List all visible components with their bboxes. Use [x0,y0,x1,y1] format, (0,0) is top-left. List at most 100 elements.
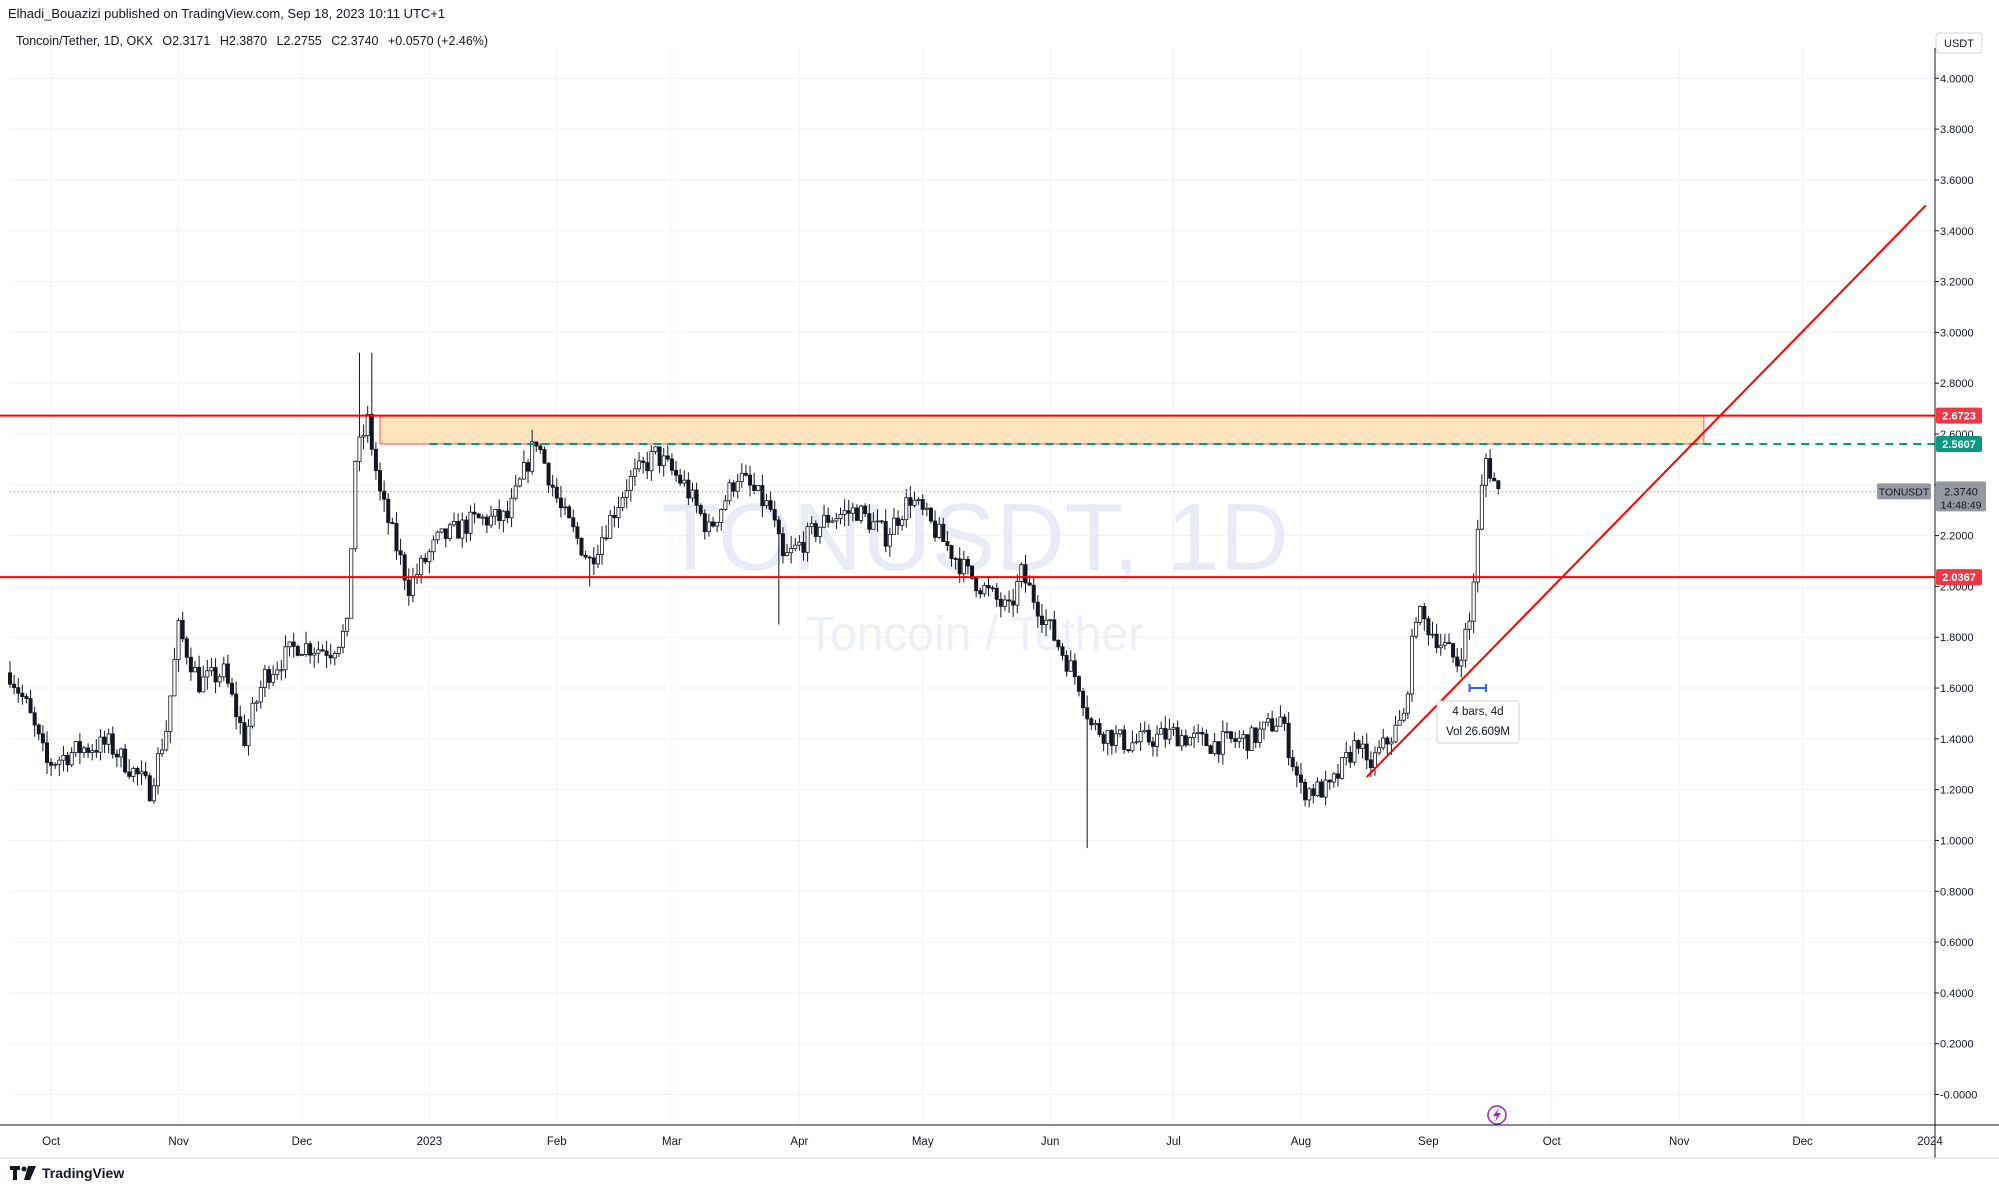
candle-body [12,683,17,689]
candle-body [628,475,633,491]
candle-body [776,519,781,535]
candle-body [1155,733,1160,747]
candle-body [928,507,933,522]
candle-body [365,414,370,436]
candle-body [785,552,790,557]
candle-body [394,522,399,552]
candle-body [752,484,757,491]
candle-body [608,515,613,539]
currency-button[interactable]: USDT [1935,32,1983,54]
candle-body [1208,745,1213,754]
candle-body [1237,737,1242,742]
candle-body [53,763,58,766]
candle-body [1233,738,1238,742]
candle-body [176,620,181,660]
lightning-icon[interactable] [1487,1105,1507,1125]
candle-body [1360,743,1365,749]
candle-body [36,724,41,735]
candle-body [275,669,280,675]
supply-zone[interactable] [379,415,1705,445]
y-tick-label: 0.4000 [1940,988,1974,1000]
candle-body [1031,584,1036,603]
candle-body [1451,643,1456,658]
candle-body [476,513,481,519]
candle-body [131,767,136,777]
candle-body [184,638,189,658]
candle-body [1159,728,1164,735]
candle-body [1150,741,1155,747]
supply-zone-rect [379,415,1705,445]
candle-body [151,785,156,802]
candle-body [1118,729,1123,735]
candle-body [1459,659,1464,667]
candle-body [201,676,206,693]
candle-body [114,753,119,758]
candle-body [1204,733,1209,747]
candle-body [1311,788,1316,796]
candle-body [1442,642,1447,646]
candle-body [225,663,230,684]
symbol-name: Toncoin/Tether, 1D, OKX [16,34,153,48]
candle-body [883,521,888,547]
candle-body [530,441,535,472]
candle-body [1418,606,1423,623]
symbol-legend[interactable]: Toncoin/Tether, 1D, OKX O2.3171 H2.3870 … [16,34,494,48]
candle-body [1372,752,1377,768]
candle-body [341,630,346,648]
candle-body [620,497,625,508]
horizontal-levels[interactable] [0,414,1935,579]
candle-body [1488,458,1493,479]
candle-body [764,500,769,507]
candle-body [90,750,95,753]
measure-tool[interactable]: 4 bars, 4d Vol 26.609M [1436,684,1520,744]
candle-body [1455,656,1460,667]
candle-body [1076,676,1081,692]
candle-body [1249,727,1254,751]
candle-body [1274,725,1279,732]
candle-body [1241,734,1246,739]
candle-body [472,511,477,515]
candle-body [1039,615,1044,625]
candle-body [1364,743,1369,761]
candle-body [1430,633,1435,636]
candle-body [748,474,753,486]
candle-body [427,551,432,563]
candle-body [990,587,995,590]
candle-body [435,531,440,541]
candle-body [452,521,457,526]
candle-body [822,514,827,528]
candle-body [1056,639,1061,648]
candle-body [1438,644,1443,649]
candle-body [1282,716,1287,724]
candle-body [1220,731,1225,755]
footer-brand[interactable]: TradingView [10,1165,124,1181]
x-tick-label: May [912,1136,934,1148]
candle-body [1385,737,1390,745]
candle-body [143,771,148,777]
candle-body [127,771,132,777]
dashed-price-label: 2.5607 [1942,439,1976,451]
candle-body [262,669,267,688]
candle-body [957,558,962,575]
last-ticker-bg [1877,483,1931,500]
candle-body [1052,619,1057,641]
candle-body [332,653,337,659]
candle-body [871,521,876,530]
candle-body [941,523,946,542]
candle-body [123,748,128,773]
candle-body [900,519,905,526]
y-tick-label: 2.2000 [1940,531,1974,543]
candle-body [933,520,938,538]
candle-body [974,577,979,592]
candle-body [982,585,987,595]
y-tick-label: 0.8000 [1940,886,1974,898]
candle-body [612,515,617,519]
candle-body [669,458,674,471]
candle-body [49,762,54,766]
candle-body [1327,779,1332,783]
resistance-price-label: 2.6723 [1942,411,1976,423]
candle-body [558,497,563,509]
x-tick-label: Jun [1041,1136,1060,1148]
candle-body [830,520,835,523]
